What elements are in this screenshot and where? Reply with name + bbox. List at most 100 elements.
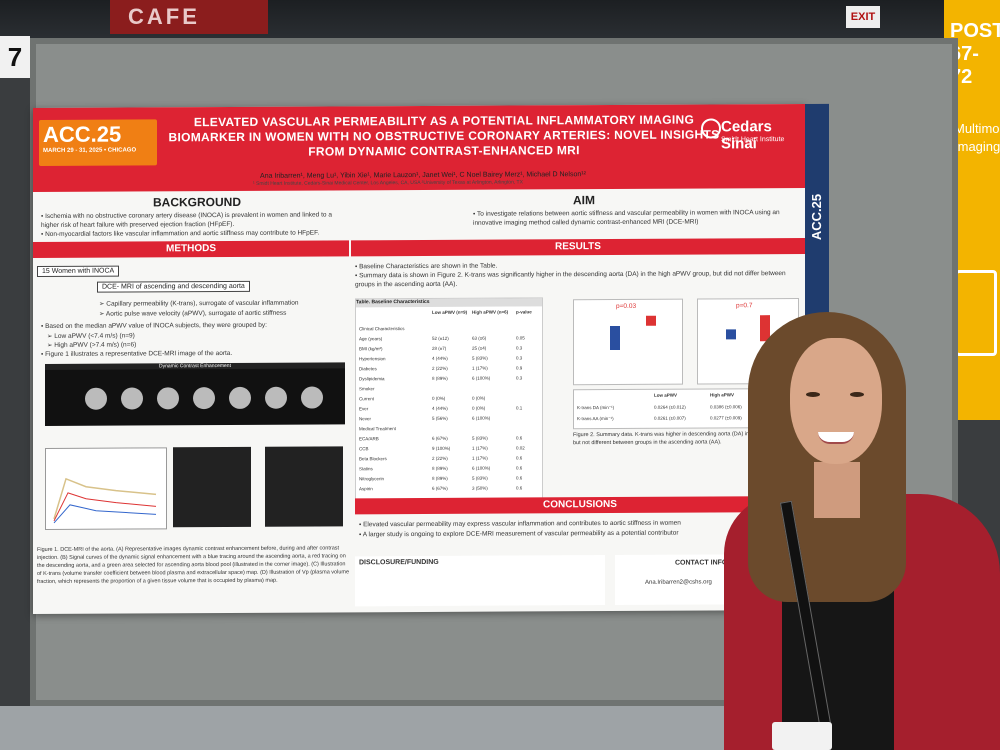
methods-item: ➢ Aortic pulse wave velocity (aPWV), sur… (99, 309, 287, 318)
methods-box-cohort: 15 Women with INOCA (37, 265, 120, 278)
table-cell: 6 (100%) (472, 465, 491, 471)
table-cell: 4 (44%) (432, 355, 448, 361)
presenter-face (790, 338, 882, 464)
methods-heading: METHODS (33, 240, 349, 259)
signal-curve-plot (45, 447, 167, 530)
table-cell: 3 (50%) (472, 485, 488, 491)
cafe-sign: CAFE (110, 0, 268, 34)
table-cell: 63 (±6) (472, 335, 487, 341)
table-cell: Ever (359, 406, 369, 412)
table-cell: 1 (17%) (472, 445, 488, 451)
table-cell: 6 (67%) (432, 485, 448, 491)
boxplot-da: p=0.03 (573, 298, 683, 386)
table-cell: 0.9 (516, 365, 523, 371)
table-cell: 0.6 (516, 465, 523, 471)
summary-header-cell: Low aPWV (654, 392, 678, 398)
summary-cell: 0.0261 (±0.007) (654, 415, 686, 421)
table-cell: 2 (22%) (432, 455, 448, 461)
summary-cell: K-trans AA (min⁻¹) (577, 415, 614, 422)
name-badge (772, 722, 832, 750)
aim-heading: AIM (573, 193, 595, 208)
exit-sign: EXIT (846, 6, 880, 28)
mri-image-strip (45, 368, 345, 426)
side-number: 7 (0, 36, 30, 78)
mri-frame (85, 387, 107, 410)
contact-email: Ana.Iribarren2@cshs.org (645, 579, 712, 586)
table-cell: 4 (44%) (432, 405, 448, 411)
table-cell: 0.02 (516, 445, 525, 451)
table-cell: 0.3 (516, 355, 523, 361)
background-item: • Ischemia with no obstructive coronary … (41, 211, 332, 229)
table-cell: Current (359, 396, 375, 402)
mri-frame (229, 386, 251, 409)
signal-curves (53, 477, 157, 524)
summary-cell: K-trans DA (min⁻¹) (577, 404, 615, 411)
boxplot-da-low (610, 325, 620, 350)
mri-frame (193, 387, 215, 410)
presenter-eye (806, 392, 820, 397)
conference-dates: MARCH 29 - 31, 2025 • CHICAGO (43, 147, 137, 154)
table-cell: 1 (17%) (472, 365, 488, 371)
table-cell: 0.6 (516, 475, 523, 481)
table-cell: 0.6 (516, 455, 523, 461)
background-heading: BACKGROUND (153, 194, 241, 210)
baseline-table-title: Table. Baseline Characteristics (356, 298, 542, 308)
boxplot-da-high (646, 315, 656, 326)
baseline-table: Table. Baseline Characteristics Low aPWV… (355, 297, 543, 501)
cedars-logo-icon (701, 118, 721, 139)
results-item: • Summary data is shown in Figure 2. K-t… (355, 270, 786, 289)
table-cell: 0.05 (516, 335, 525, 341)
table-cell: Medical Treatment (359, 426, 397, 432)
table-cell: 8 (89%) (432, 475, 448, 481)
table-cell: Smoker (359, 386, 375, 392)
table-cell: 8 (89%) (432, 375, 448, 381)
table-cell: 0 (0%) (472, 405, 486, 411)
table-cell: 5 (83%) (472, 355, 488, 361)
table-cell: 0 (0%) (432, 395, 446, 401)
methods-item: • Based on the median aPWV value of INOC… (41, 321, 267, 330)
mri-frame (301, 386, 323, 409)
table-cell: 0 (0%) (472, 395, 486, 401)
figure1-caption: Figure 1. DCE-MRI of the aorta. (A) Repr… (37, 545, 350, 586)
table-cell: Statins (359, 466, 373, 472)
table-cell: 5 (83%) (472, 475, 488, 481)
mri-frame (157, 387, 179, 410)
table-cell: 0.6 (516, 435, 523, 441)
aim-text: • To investigate relations between aorti… (473, 209, 780, 227)
table-cell: Never (359, 416, 372, 422)
vp-map (265, 446, 343, 527)
table-cell: 5 (83%) (472, 435, 488, 441)
table-cell: 8 (89%) (432, 465, 448, 471)
table-cell: Clinical Characteristics (359, 326, 405, 332)
table-cell: 6 (100%) (472, 415, 491, 421)
presenter-smile (818, 432, 854, 444)
mri-frame (265, 386, 287, 409)
conference-name: ACC.25 (43, 121, 122, 147)
table-cell: 2 (22%) (432, 365, 448, 371)
background-item: • Non-myocardial factors like vascular i… (41, 229, 320, 238)
table-cell: Diabetes (359, 366, 377, 372)
boxplot-aa-pvalue: p=0.7 (736, 302, 753, 310)
table-cell: Dyslipidemia (359, 376, 385, 382)
table-cell: 0.3 (516, 345, 523, 351)
presenter-eye (850, 392, 864, 397)
table-header-cell: Low aPWV (n=9) (432, 309, 468, 315)
methods-box-mri: DCE- MRI of ascending and descending aor… (97, 280, 250, 293)
presenter-neck (814, 462, 860, 518)
table-cell: 6 (67%) (432, 435, 448, 441)
table-cell: 0.6 (516, 485, 523, 491)
institution-name: Cedars Sinai (721, 118, 772, 153)
table-cell: Beta Blockers (359, 456, 387, 462)
neighbor-poster-subtitle: Multimodal Imaging (954, 121, 1000, 154)
side-stripe-label: ACC.25 (809, 193, 824, 241)
table-cell: 9 (100%) (432, 445, 451, 451)
table-cell: Hypertension (359, 356, 386, 362)
table-header-cell: p-value (516, 309, 532, 315)
disclosure-heading: DISCLOSURE/FUNDING (359, 558, 439, 567)
table-cell: CCB (359, 446, 369, 452)
table-cell: 0.1 (516, 405, 523, 411)
scientific-poster: ACC.25 MARCH 29 - 31, 2025 • CHICAGO ELE… (33, 103, 829, 615)
results-heading: RESULTS (351, 237, 805, 257)
table-cell: ECA/ARB (359, 436, 379, 442)
